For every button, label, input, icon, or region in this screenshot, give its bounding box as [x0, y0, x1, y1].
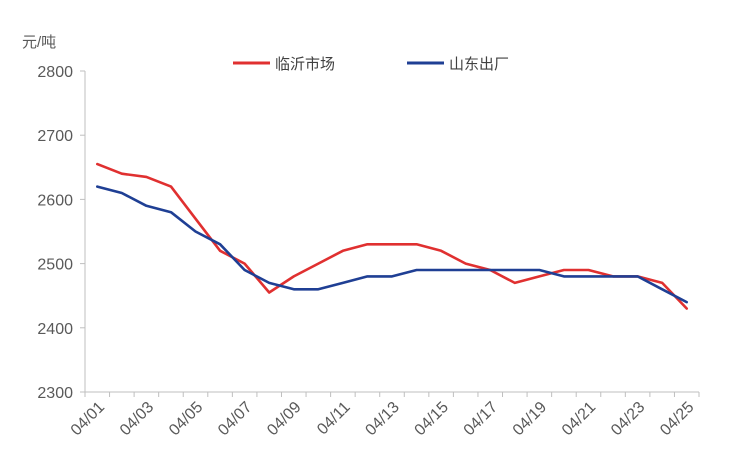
legend-label-shandong: 山东出厂: [449, 56, 509, 73]
x-tick-label: 04/21: [559, 399, 599, 439]
series-line-shandong: [96, 185, 689, 304]
y-axis-unit-label: 元/吨: [22, 34, 56, 51]
series-line-linyi: [96, 162, 689, 310]
x-tick-label: 04/23: [608, 399, 648, 439]
legend-label-linyi: 临沂市场: [275, 56, 335, 73]
x-tick-label: 04/05: [166, 399, 206, 439]
x-tick-label: 04/25: [657, 399, 697, 439]
x-tick-label: 04/11: [314, 399, 354, 439]
y-tick-label: 2600: [37, 192, 73, 209]
series-layer: [96, 162, 689, 310]
x-tick-label: 04/03: [117, 399, 157, 439]
y-tick-label: 2500: [37, 257, 73, 274]
x-tick-label: 04/15: [412, 399, 452, 439]
y-tick-label: 2700: [37, 128, 73, 145]
x-axis: 04/01 04/03 04/05 04/07 04/09 04/11 04/13 04/15…: [68, 391, 700, 439]
y-tick-label: 2300: [37, 385, 73, 402]
x-tick-label: 04/01: [68, 399, 108, 439]
x-tick-label: 04/19: [510, 399, 550, 439]
y-tick-label: 2800: [37, 64, 73, 81]
y-tick-label: 2400: [37, 321, 73, 338]
x-tick-label: 04/07: [215, 399, 255, 439]
x-tick-label: 04/09: [264, 399, 304, 439]
x-tick-label: 04/17: [461, 399, 501, 439]
x-tick-label: 04/13: [362, 399, 402, 439]
y-axis: 2300 2400 2500 2600 2700 2800: [37, 64, 86, 402]
legend: 临沂市场 山东出厂: [233, 56, 509, 73]
